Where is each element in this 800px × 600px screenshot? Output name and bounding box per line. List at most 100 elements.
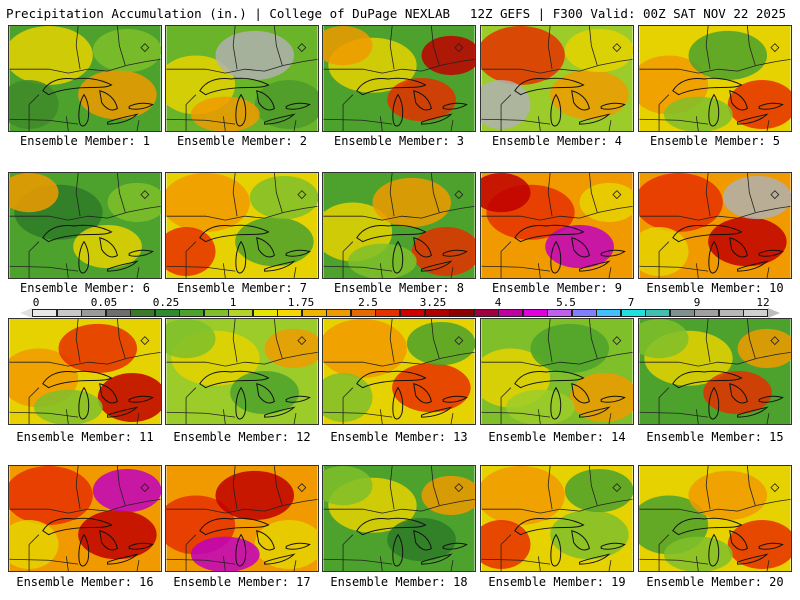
political-border: [389, 466, 395, 510]
ensemble-member-label-18: Ensemble Member: 18: [330, 575, 468, 589]
political-border: [166, 558, 236, 565]
colorbar-tick-label: 0.05: [90, 296, 118, 309]
precip-region: [323, 319, 407, 378]
great-lakes-outline: [672, 517, 743, 536]
political-border: [222, 409, 226, 424]
great-lakes-outline: [600, 249, 626, 257]
great-lakes-outline: [235, 386, 247, 420]
great-lakes-outline: [256, 383, 275, 404]
political-border: [75, 173, 81, 217]
great-lakes-outline: [571, 383, 590, 404]
great-lakes-outline: [78, 533, 90, 567]
great-lakes-outline: [264, 113, 296, 125]
political-border: [639, 498, 791, 514]
political-border: [28, 94, 40, 131]
political-border: [658, 534, 670, 571]
political-border: [639, 411, 709, 418]
colorbar-segment: [498, 309, 524, 317]
great-lakes-outline: [107, 406, 139, 418]
great-lakes-outline: [579, 406, 611, 418]
political-border: [770, 190, 780, 200]
great-lakes-outline: [442, 249, 468, 257]
great-lakes-outline: [264, 553, 296, 565]
precip-field-20: [639, 466, 791, 571]
great-lakes-outline: [413, 530, 432, 551]
great-lakes-outline: [107, 553, 139, 565]
political-border: [273, 173, 283, 213]
colorbar-segment: [56, 309, 82, 317]
political-border: [297, 43, 307, 53]
precip-region: [92, 28, 161, 73]
precip-region: [722, 175, 791, 220]
colorbar-segment: [326, 309, 352, 317]
precip-region: [545, 225, 614, 269]
political-border: [608, 120, 612, 131]
political-border: [537, 556, 541, 571]
precip-region: [190, 536, 260, 571]
precip-field-10: [639, 173, 791, 278]
colorbar-tick-label: 0.25: [152, 296, 180, 309]
colorbar-segment: [547, 309, 573, 317]
colorbar-segment: [203, 309, 229, 317]
political-border: [323, 58, 475, 74]
precip-region: [107, 182, 161, 223]
precip-field-18: [323, 466, 475, 571]
precip-region: [92, 468, 161, 513]
great-lakes-outline: [514, 517, 585, 536]
precip-field-13: [323, 319, 475, 424]
political-border: [379, 556, 383, 571]
political-border: [166, 205, 318, 221]
political-border: [481, 411, 551, 418]
political-border: [166, 351, 318, 367]
great-lakes-outline: [421, 553, 453, 565]
precip-region: [569, 372, 633, 423]
colorbar-segment: [669, 309, 695, 317]
great-lakes-outline: [600, 395, 626, 403]
political-border: [612, 190, 622, 200]
political-border: [746, 319, 756, 359]
political-border: [136, 560, 140, 571]
great-lakes-outline: [571, 90, 590, 111]
precip-field-8: [323, 173, 475, 278]
great-lakes-outline: [199, 370, 270, 389]
ensemble-member-map-14: [480, 318, 634, 425]
political-border: [766, 267, 770, 278]
great-lakes-outline: [356, 517, 427, 536]
great-lakes-outline: [356, 77, 427, 96]
ensemble-member-map-9: [480, 172, 634, 279]
political-border: [65, 116, 69, 131]
political-border: [612, 43, 622, 53]
political-border: [185, 94, 197, 131]
colorbar-segment: [228, 309, 254, 317]
ensemble-member-label-4: Ensemble Member: 4: [491, 134, 623, 148]
precip-region: [264, 328, 318, 369]
ensemble-member-map-8: [322, 172, 476, 279]
political-border: [293, 413, 297, 424]
precip-region: [190, 96, 260, 131]
precip-region: [421, 475, 475, 516]
ensemble-member-label-15: Ensemble Member: 15: [646, 430, 784, 444]
political-border: [588, 173, 598, 213]
precip-region: [481, 519, 531, 570]
precip-region: [9, 519, 59, 570]
political-border: [454, 190, 464, 200]
precip-region: [688, 30, 768, 80]
political-border: [481, 351, 633, 367]
precip-region: [347, 243, 417, 278]
great-lakes-outline: [99, 237, 118, 258]
great-lakes-outline: [600, 542, 626, 550]
precip-region: [215, 470, 295, 520]
political-border: [612, 336, 622, 346]
political-border: [705, 466, 711, 510]
great-lakes-outline: [708, 93, 720, 127]
ensemble-member-label-5: Ensemble Member: 5: [649, 134, 781, 148]
precip-field-17: [166, 466, 318, 571]
great-lakes-outline: [729, 383, 748, 404]
great-lakes-outline: [128, 542, 154, 550]
political-border: [500, 241, 512, 278]
ensemble-member-map-17: [165, 465, 319, 572]
colorbar-segment: [130, 309, 156, 317]
great-lakes-outline: [78, 240, 90, 274]
precip-region: [639, 226, 689, 277]
political-border: [323, 498, 475, 514]
